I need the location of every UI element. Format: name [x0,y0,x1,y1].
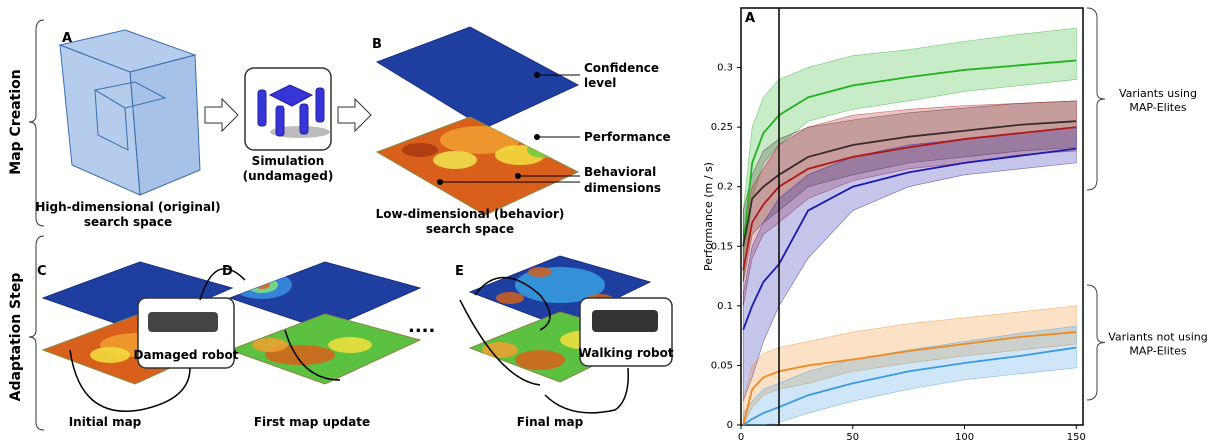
arrow [474,276,551,331]
annotation: MAP-Elites [1129,101,1187,114]
blob [328,337,372,353]
y-tick-label: 0.15 [711,241,733,252]
arrow [544,367,629,414]
caption: search space [426,222,514,236]
caption: Low-dimensional (behavior) [376,207,565,221]
panel-letter: B [372,37,382,52]
x-tick-label: 0 [738,432,744,443]
confidence-plane [228,261,422,331]
annotation: Variants using [1119,87,1197,100]
y-tick-label: 0.05 [711,360,733,371]
map-label: Behavioral [584,165,656,179]
series-line [742,126,1077,271]
blob [527,142,563,158]
maps [41,255,652,385]
series-line [742,346,1077,426]
y-tick-label: 0.1 [717,301,733,312]
chart: A Performance (m / s) 0 0.05 0.1 0.15 0.2 0.25 0… [702,7,1208,443]
map-label: Performance [584,130,671,144]
caption: Simulation [252,154,325,168]
blob [252,338,288,352]
annotation: MAP-Elites [1129,345,1187,358]
y-axis-label: Performance (m / s) [702,162,715,271]
blob [90,347,130,363]
blob [440,126,520,154]
arrow [284,329,341,381]
confidence-plane [41,261,234,331]
blob [246,277,278,293]
y-tick-label: 0 [727,420,733,431]
caption: High-dimensional (original) [35,200,220,214]
blob [402,143,438,157]
robot-label: Damaged robot [134,348,239,362]
arrow [459,299,541,386]
robot-photo [148,312,218,332]
map-label: dimensions [584,181,661,195]
confidence-band [742,325,1077,426]
panel-letter: A [62,31,72,46]
plane-pattern [252,337,372,365]
series-line [742,147,1077,331]
blob [433,151,477,169]
brace [28,235,45,431]
leader-dot [534,72,540,78]
confidence-band [742,126,1077,402]
map-b [375,26,580,216]
blob [515,350,565,370]
y-tick-label: 0.25 [711,122,733,133]
map-caption: First map update [254,415,370,429]
series-line [742,120,1077,247]
plane-pattern [402,126,563,169]
robot-label: Walking robot [578,346,673,360]
panel-letter: E [455,264,464,279]
arrow [69,349,191,412]
robot-icon [257,84,330,138]
leader-dot [534,134,540,140]
panel-letter: D [222,264,233,279]
map-caption: Initial map [69,415,142,429]
leader-dot [437,179,443,185]
series-line [742,331,1077,426]
annotation-brace [1086,7,1106,191]
map-label: level [584,76,616,90]
brace [28,19,45,227]
map-caption: Final map [517,415,584,429]
plane-pattern [232,271,292,299]
blob [482,342,518,358]
confidence-plane [375,26,580,129]
performance-plane [375,116,580,216]
robots: Damaged robot Walking robot [134,297,674,369]
blob [232,271,292,299]
annotation: Variants not using [1108,331,1207,344]
arrow [199,268,246,301]
series-line [742,59,1077,247]
y-tick-label: 0.2 [717,182,733,193]
map-label: Confidence [584,61,659,75]
section-label: Adaptation Step [8,273,24,402]
y-tick-label: 0.3 [717,63,733,74]
blob [528,267,552,277]
caption: (undamaged) [243,169,334,183]
arrow [337,97,372,133]
ellipsis: .... [408,316,435,337]
annotation-brace [1086,284,1106,401]
cube [58,29,201,196]
panel-letter: C [37,264,47,279]
arrow [204,97,239,133]
panel-letter: A [745,11,755,26]
section-label: Map Creation [8,69,24,174]
robot-photo [592,310,658,332]
plot-frame [740,7,1084,426]
blob [496,292,524,304]
caption: search space [84,215,172,229]
x-tick-label: 50 [846,432,859,443]
x-tick-label: 100 [955,432,974,443]
x-tick-label: 150 [1067,432,1086,443]
